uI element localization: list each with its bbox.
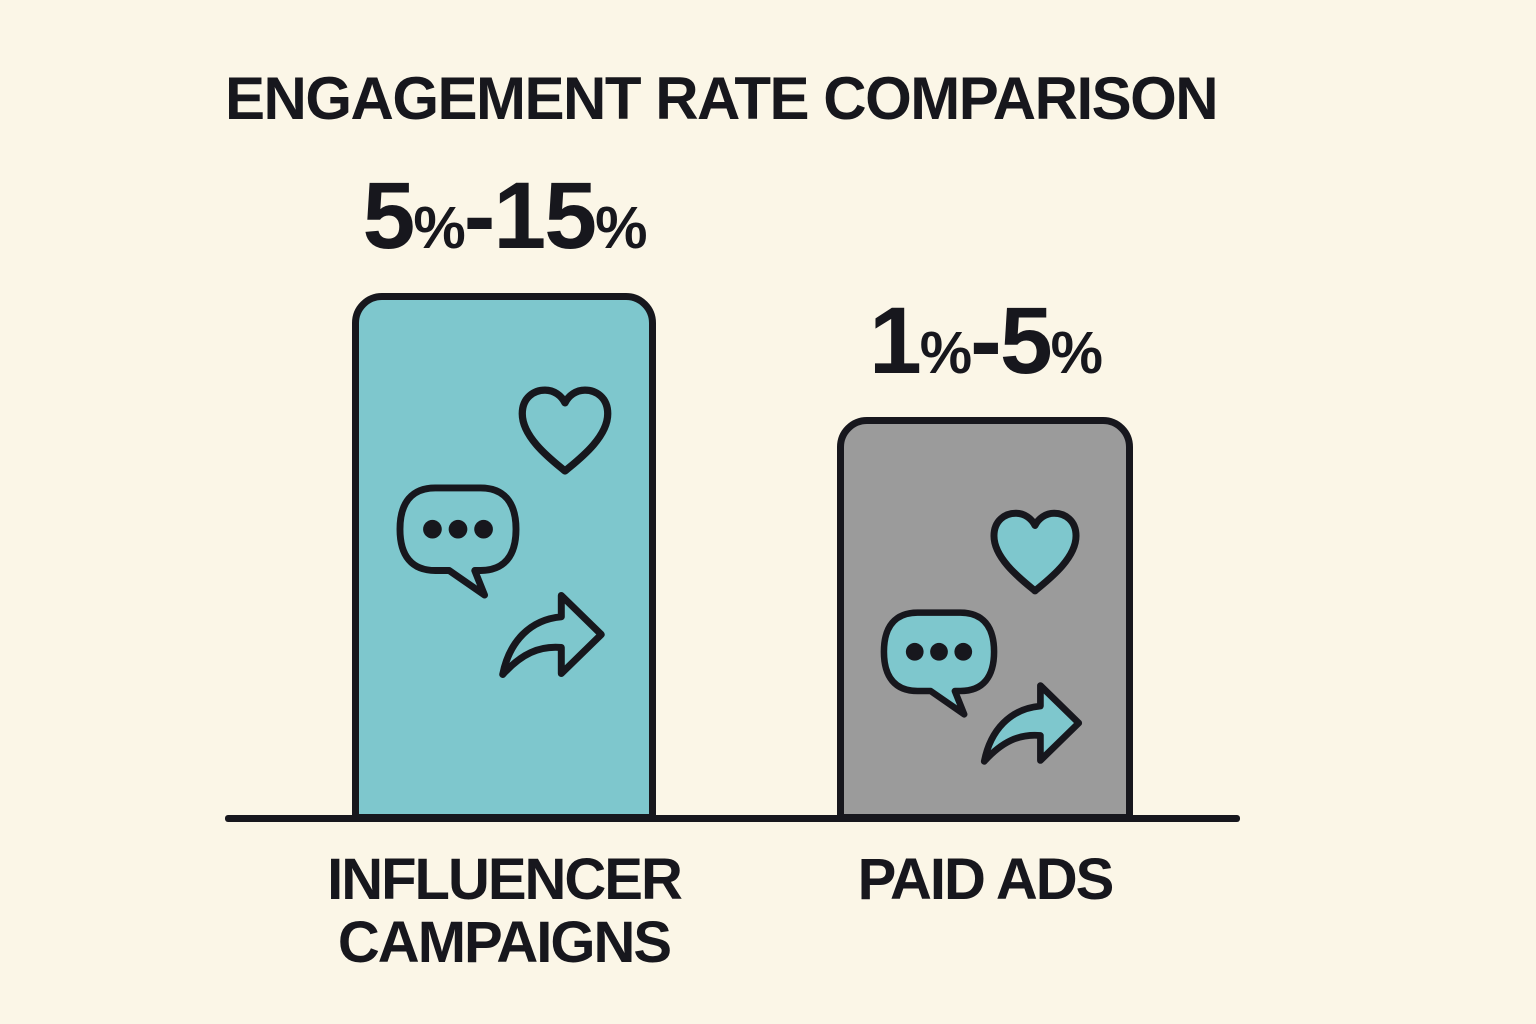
heart-icon	[987, 507, 1083, 598]
share-arrow-icon	[978, 678, 1085, 768]
percent-sign: %	[413, 196, 465, 261]
value-high: 5	[999, 288, 1053, 394]
value-low: 5	[362, 163, 416, 269]
share-arrow-icon	[494, 588, 610, 681]
value-label-influencer: 5%-15%	[352, 169, 656, 264]
value-dash: -	[463, 163, 496, 269]
percent-sign: %	[919, 321, 972, 386]
value-low: 1	[868, 288, 922, 394]
category-label-line: INFLUENCER	[327, 847, 683, 912]
comment-dots-icon	[878, 607, 1000, 719]
chart-title: ENGAGEMENT RATE COMPARISON	[225, 65, 1219, 132]
axis-baseline	[225, 815, 1240, 822]
category-label-line: PAID ADS	[857, 847, 1115, 912]
value-label-paid-ads: 1%-5%	[837, 294, 1133, 389]
bar-influencer-campaigns	[352, 293, 656, 821]
category-label-influencer-campaigns: INFLUENCER CAMPAIGNS	[324, 848, 684, 974]
percent-sign: %	[595, 196, 647, 261]
comment-dots-icon	[394, 482, 522, 600]
bar-paid-ads	[837, 417, 1133, 821]
category-label-paid-ads: PAID ADS	[805, 848, 1165, 911]
value-dash: -	[970, 288, 1002, 394]
percent-sign: %	[1050, 321, 1103, 386]
heart-icon	[515, 385, 615, 477]
category-label-line: CAMPAIGNS	[337, 910, 672, 975]
value-high: 15	[493, 163, 597, 269]
